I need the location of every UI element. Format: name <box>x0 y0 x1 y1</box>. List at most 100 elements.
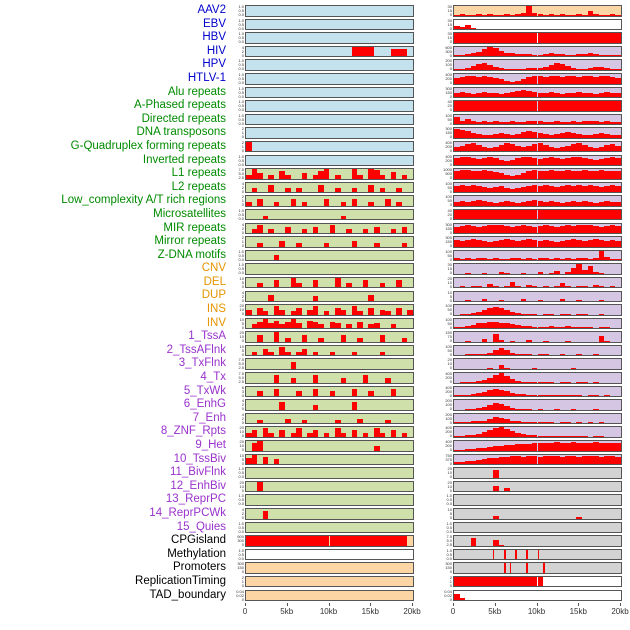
track-label: CPGisland <box>171 534 226 547</box>
track-row: Mirror repeats 2 1 0 300 150 0 <box>0 235 630 249</box>
data-bar <box>543 67 549 70</box>
y-axis-ticks: 20 10 0 <box>440 480 453 492</box>
data-bar <box>559 146 566 152</box>
data-bar <box>481 201 488 206</box>
data-bar <box>407 309 413 315</box>
data-bar <box>465 68 471 70</box>
data-bar <box>470 142 477 152</box>
track-row: Directed repeats 1.0 0.5 0.0 100 50 0 <box>0 113 630 127</box>
data-bar <box>379 282 386 288</box>
data-bar <box>531 368 538 369</box>
y-axis-tick-label: 20 <box>239 479 244 485</box>
y-axis-tick-label: 200 <box>445 58 452 64</box>
data-bar <box>531 55 538 57</box>
data-bar <box>570 268 577 274</box>
data-bar <box>520 146 527 152</box>
data-bar <box>593 185 599 193</box>
data-bar <box>318 184 324 193</box>
data-bar <box>476 380 482 383</box>
data-bar <box>459 240 466 247</box>
data-bar <box>362 46 369 57</box>
y-axis-tick-label: 100 <box>445 303 452 309</box>
data-bar <box>515 203 521 206</box>
data-bar <box>487 135 493 138</box>
data-bar <box>492 209 499 220</box>
y-axis-tick-label: 0 <box>449 120 452 126</box>
y-axis-tick-label: 0 <box>449 215 452 221</box>
data-bar <box>335 536 341 546</box>
data-bar <box>520 408 527 410</box>
data-bar <box>515 13 521 16</box>
data-bar <box>268 184 274 193</box>
y-axis-tick-label: 10 <box>447 361 452 367</box>
data-bar <box>615 202 621 206</box>
y-axis-tick-label: 1.0 <box>238 4 244 10</box>
data-bar <box>470 312 477 315</box>
track-panel-right <box>453 358 622 370</box>
data-bar <box>582 68 588 70</box>
data-bar <box>615 77 621 84</box>
data-bar <box>543 134 549 138</box>
y-axis-tick-label: 0.0 <box>238 474 244 480</box>
y-axis-tick-label: 0 <box>241 297 244 303</box>
data-bar <box>559 282 566 288</box>
y-axis-tick-label: 2.5 <box>238 175 244 181</box>
track-label: MIR repeats <box>163 221 226 234</box>
data-bar <box>312 174 319 179</box>
y-axis-tick-label: 10 <box>447 470 452 476</box>
data-bar <box>492 158 499 166</box>
y-axis-tick-label: 2 <box>241 415 244 421</box>
y-axis-tick-label: 100 <box>445 62 452 68</box>
y-axis-ticks: 10 5 0 <box>232 453 245 465</box>
data-bar <box>465 185 471 193</box>
y-axis-tick-label: 300 <box>237 538 244 544</box>
data-bar <box>548 122 555 125</box>
data-bar <box>548 436 555 437</box>
data-bar <box>548 455 555 465</box>
data-bar <box>476 51 482 57</box>
data-bar <box>481 63 488 70</box>
data-bar <box>481 353 488 356</box>
data-bar <box>570 101 577 111</box>
y-axis-tick-label: 0 <box>241 433 244 439</box>
track-label: DUP <box>201 289 226 302</box>
data-bar <box>598 240 605 247</box>
data-bar <box>537 159 544 166</box>
data-bar <box>498 122 505 125</box>
data-bar <box>537 13 544 16</box>
data-bar <box>582 101 588 111</box>
data-bar <box>582 144 588 152</box>
data-bar <box>504 68 510 70</box>
data-bar <box>615 259 621 261</box>
data-bar <box>531 455 538 465</box>
y-axis-tick-label: 600 <box>237 534 244 540</box>
track-label: 7_Enh <box>192 411 226 424</box>
y-axis-tick-label: 20 <box>239 330 244 336</box>
data-bar <box>598 327 605 329</box>
data-bar <box>515 122 521 125</box>
data-bar <box>504 33 510 43</box>
track-panel-right <box>453 331 622 343</box>
y-axis-tick-label: 0 <box>449 202 452 208</box>
data-bar <box>481 226 488 234</box>
y-axis-tick-label: 50 <box>447 347 452 353</box>
data-bar <box>470 394 477 397</box>
data-bar <box>390 430 397 437</box>
track-row: ReplicationTiming 2 1 0 2 1 0 <box>0 575 630 589</box>
data-bar <box>262 215 269 220</box>
data-bar <box>531 101 538 111</box>
data-bar <box>565 184 571 193</box>
data-bar <box>362 374 369 383</box>
track-panel-right <box>453 589 622 602</box>
track-panel-left <box>245 535 414 547</box>
y-axis-tick-label: 2 <box>241 184 244 190</box>
data-bar <box>604 75 610 84</box>
data-bar <box>559 226 566 234</box>
track-row: 7_Enh 4 2 0 200 100 0 <box>0 412 630 426</box>
data-bar <box>576 202 583 206</box>
y-axis-tick-label: 4 <box>241 507 244 513</box>
data-bar <box>465 326 471 329</box>
data-bar <box>368 46 375 57</box>
